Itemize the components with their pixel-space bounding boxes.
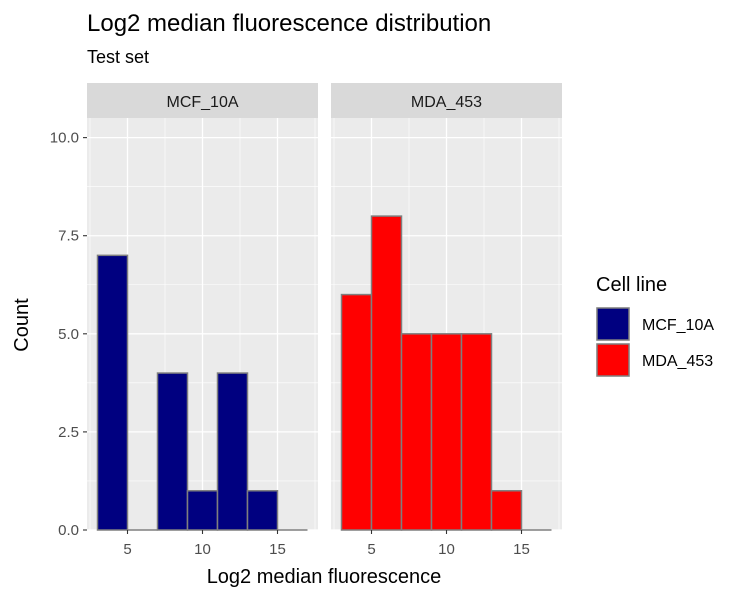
x-tick-label: 5 [367, 541, 375, 558]
y-tick-label: 10.0 [50, 130, 79, 147]
y-axis-title: Count [11, 298, 33, 352]
y-tick-label: 7.5 [58, 228, 79, 245]
facet-panels: MCF_10A 5 10 15 MDA_453 5 10 15 [87, 83, 562, 558]
x-tick-label: 15 [269, 541, 286, 558]
histogram-bar [246, 490, 279, 531]
facet-strip-label: MCF_10A [166, 94, 238, 111]
legend-key [596, 307, 630, 341]
facet-strip [87, 83, 318, 118]
x-tick-label: 10 [194, 541, 211, 558]
x-axis-title: Log2 median fluorescence [207, 566, 442, 588]
histogram-bar [96, 254, 129, 531]
histogram-bar [216, 372, 249, 531]
chart-subtitle: Test set [87, 47, 149, 67]
x-tick-label: 15 [513, 541, 530, 558]
y-tick-label: 0.0 [58, 522, 79, 539]
facet-strip [331, 83, 562, 118]
chart-title: Log2 median fluorescence distribution [87, 10, 491, 37]
y-tick-label: 5.0 [58, 326, 79, 343]
histogram-bar [156, 372, 189, 531]
histogram-bar [370, 215, 403, 531]
histogram-bar [400, 333, 433, 531]
legend-label: MCF_10A [642, 317, 714, 334]
histogram-bar [460, 333, 493, 531]
x-tick-label: 5 [123, 541, 131, 558]
facet-panel-mda-453: MDA_453 5 10 15 [331, 83, 562, 558]
histogram-bar [340, 293, 373, 531]
y-axis: 0.0 2.5 5.0 7.5 10.0 [50, 130, 87, 539]
histogram-bar [430, 333, 463, 531]
legend-label: MDA_453 [642, 353, 713, 370]
legend-title: Cell line [596, 274, 667, 296]
y-tick-label: 2.5 [58, 424, 79, 441]
legend-key [596, 343, 630, 377]
legend: Cell line MCF_10A MDA_453 [596, 274, 714, 377]
x-tick-label: 10 [438, 541, 455, 558]
facet-panel-mcf-10a: MCF_10A 5 10 15 [87, 83, 318, 558]
facet-strip-label: MDA_453 [411, 94, 482, 111]
histogram-bar [490, 490, 523, 531]
histogram-bar [186, 490, 219, 531]
